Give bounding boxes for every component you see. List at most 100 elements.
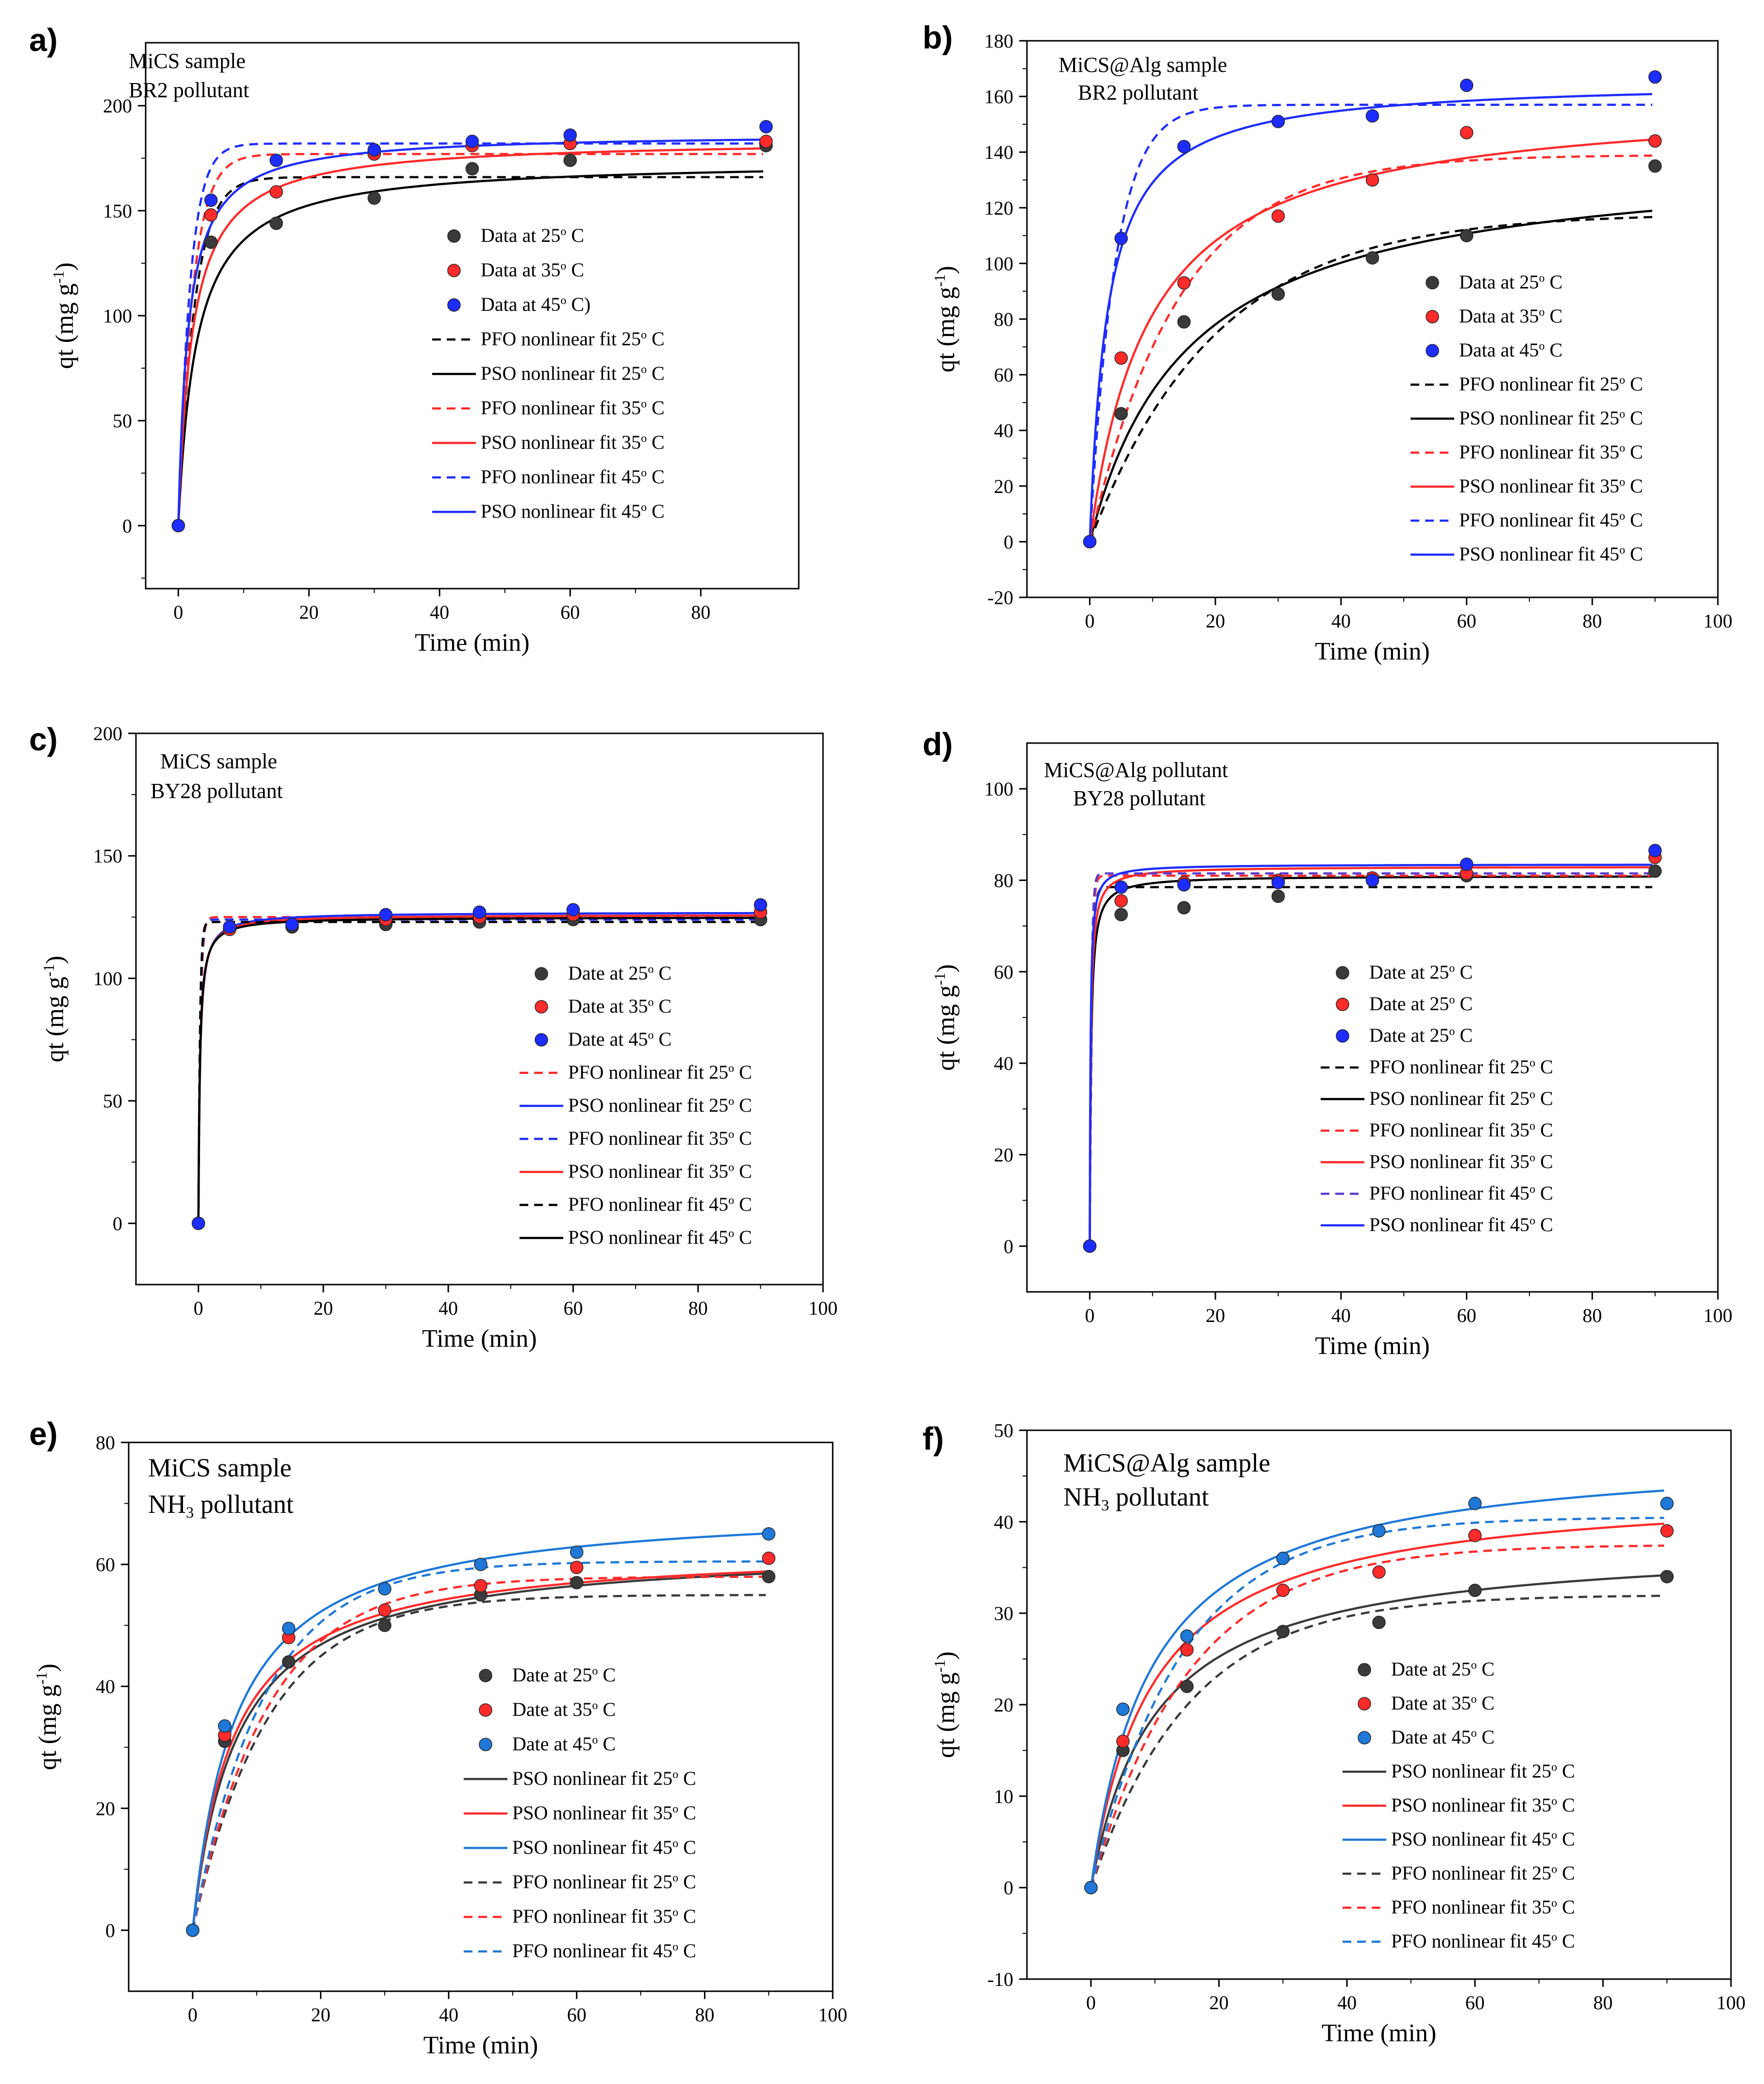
- data-point: [1460, 78, 1474, 92]
- x-tick-label: 100: [1703, 1305, 1732, 1326]
- annotation-text: MiCS sample: [160, 749, 277, 773]
- data-point: [759, 120, 773, 134]
- x-tick-label: 0: [1085, 1305, 1094, 1326]
- y-tick-label: 200: [103, 95, 132, 117]
- legend-label: Date at 25o C: [1369, 1024, 1473, 1046]
- legend-label: Data at 35o C: [1459, 305, 1562, 327]
- data-point: [1468, 1496, 1482, 1510]
- data-point: [1365, 109, 1379, 123]
- fit-curve: [1090, 1522, 1664, 1888]
- legend-label: Date at 35o C: [568, 995, 672, 1017]
- data-point: [754, 898, 768, 912]
- x-tick-label: 20: [1206, 1305, 1225, 1326]
- data-point: [1114, 908, 1128, 921]
- legend-label: PFO nonlinear fit 45o C: [481, 466, 665, 488]
- y-axis-label: qt (mg g-1): [931, 1651, 960, 1758]
- chart-panel-c: c) 0 20 40 60 80 100 0 50 100 150 200 Time (min) qt (…: [29, 721, 838, 1353]
- y-tick-label: -10: [988, 1968, 1013, 1990]
- y-tick-label: 10: [994, 1785, 1013, 1807]
- data-point: [1276, 1551, 1290, 1565]
- data-point: [1180, 1629, 1194, 1643]
- data-point: [1648, 844, 1662, 858]
- data-point: [368, 191, 381, 205]
- y-tick-label: 150: [103, 200, 132, 222]
- fit-curve: [1089, 209, 1653, 542]
- data-point: [186, 1923, 200, 1937]
- fit-curve: [1090, 1544, 1664, 1888]
- y-tick-label: 0: [122, 515, 132, 537]
- y-tick-label: 20: [96, 1797, 115, 1819]
- fit-curve: [191, 1576, 766, 1931]
- x-tick-label: 40: [1331, 1305, 1351, 1326]
- panel-letter: c): [29, 721, 58, 757]
- legend-label: Date at 35o C: [1391, 1692, 1495, 1714]
- x-tick-label: 80: [695, 2004, 714, 2026]
- legend-label: PSO nonlinear fit 25o C: [481, 362, 665, 384]
- legend-label: PFO nonlinear fit 35o C: [1459, 441, 1643, 463]
- fit-curve: [1089, 103, 1652, 542]
- legend-marker: [447, 264, 461, 277]
- y-tick-label: 100: [103, 305, 132, 327]
- chart-panel-d: d) 0 20 40 60 80 100 0 20 40 60 80 100 Time (min) qt (…: [923, 726, 1732, 1360]
- legend-label: PSO nonlinear fit 25o C: [1459, 407, 1643, 429]
- y-tick-label: 20: [994, 1144, 1013, 1166]
- data-point: [570, 1576, 584, 1590]
- y-axis-label: qt (mg g-1): [50, 262, 79, 369]
- data-point: [1114, 894, 1128, 908]
- data-point: [1116, 1702, 1130, 1716]
- legend-label: PFO nonlinear fit 25o C: [481, 328, 665, 350]
- legend-label: Date at 45o C: [512, 1733, 616, 1755]
- legend-label: PSO nonlinear fit 35o C: [481, 431, 665, 453]
- x-tick-label: 0: [1085, 610, 1094, 632]
- data-point: [269, 153, 283, 167]
- data-point: [378, 1582, 392, 1596]
- data-point: [378, 1603, 392, 1617]
- x-tick-label: 40: [438, 1297, 458, 1319]
- x-tick-label: 20: [314, 1297, 333, 1319]
- data-point: [1276, 1625, 1290, 1639]
- data-point: [1468, 1528, 1482, 1542]
- x-tick-label: 60: [560, 601, 580, 623]
- data-point: [1271, 876, 1285, 889]
- data-point: [1372, 1565, 1386, 1579]
- data-point: [1116, 1734, 1130, 1748]
- y-axis-label: qt (mg g-1): [33, 1663, 62, 1770]
- x-tick-label: 80: [689, 1297, 708, 1319]
- x-tick-label: 20: [311, 2004, 330, 2026]
- fit-curve: [1089, 872, 1652, 1246]
- x-tick-label: 80: [1593, 1992, 1613, 2014]
- y-axis-label: qt (mg g-1): [931, 964, 960, 1071]
- chart-panel-a: a) 0 20 40 60 80 0 50 100 150 200 Time (min) qt (mg …: [29, 22, 800, 657]
- legend-label: Data at 25o C: [481, 224, 584, 246]
- fit-curve: [1090, 1594, 1664, 1888]
- plot-area: [1084, 1489, 1674, 1895]
- data-point: [269, 185, 283, 199]
- data-point: [465, 135, 479, 148]
- data-point: [1083, 1239, 1097, 1253]
- annotation-text: BY28 pollutant: [1073, 786, 1206, 810]
- y-tick-label: 40: [994, 1511, 1013, 1533]
- data-point: [1114, 351, 1128, 365]
- legend-marker: [1358, 1731, 1371, 1745]
- x-tick-label: 0: [1086, 1992, 1096, 2014]
- legend-label: PFO nonlinear fit 25o C: [512, 1871, 696, 1893]
- y-tick-label: 30: [994, 1603, 1013, 1625]
- legend-marker: [1358, 1697, 1371, 1711]
- panel-letter: d): [923, 726, 953, 762]
- fit-curve: [1089, 866, 1652, 1246]
- data-point: [1177, 276, 1191, 290]
- fit-curve: [1090, 1517, 1664, 1888]
- annotation-text: MiCS@Alg sample: [1058, 53, 1227, 77]
- y-axis-label: qt (mg g-1): [931, 266, 960, 373]
- annotation-text: MiCS@Alg sample: [1063, 1448, 1270, 1477]
- legend-marker: [447, 298, 461, 312]
- legend-marker: [535, 967, 548, 981]
- x-axis-label: Time (min): [423, 2032, 538, 2059]
- legend-label: PSO nonlinear fit 35o C: [1459, 475, 1643, 497]
- panel-letter: f): [923, 1421, 944, 1457]
- chart-panel-b: b) 0 20 40 60 80 100 -20 0 20 40 60 80 100 120 140 160 18…: [923, 19, 1732, 665]
- data-point: [1460, 126, 1474, 139]
- legend-marker: [479, 1703, 492, 1717]
- y-axis-label: qt (mg g-1): [40, 956, 69, 1063]
